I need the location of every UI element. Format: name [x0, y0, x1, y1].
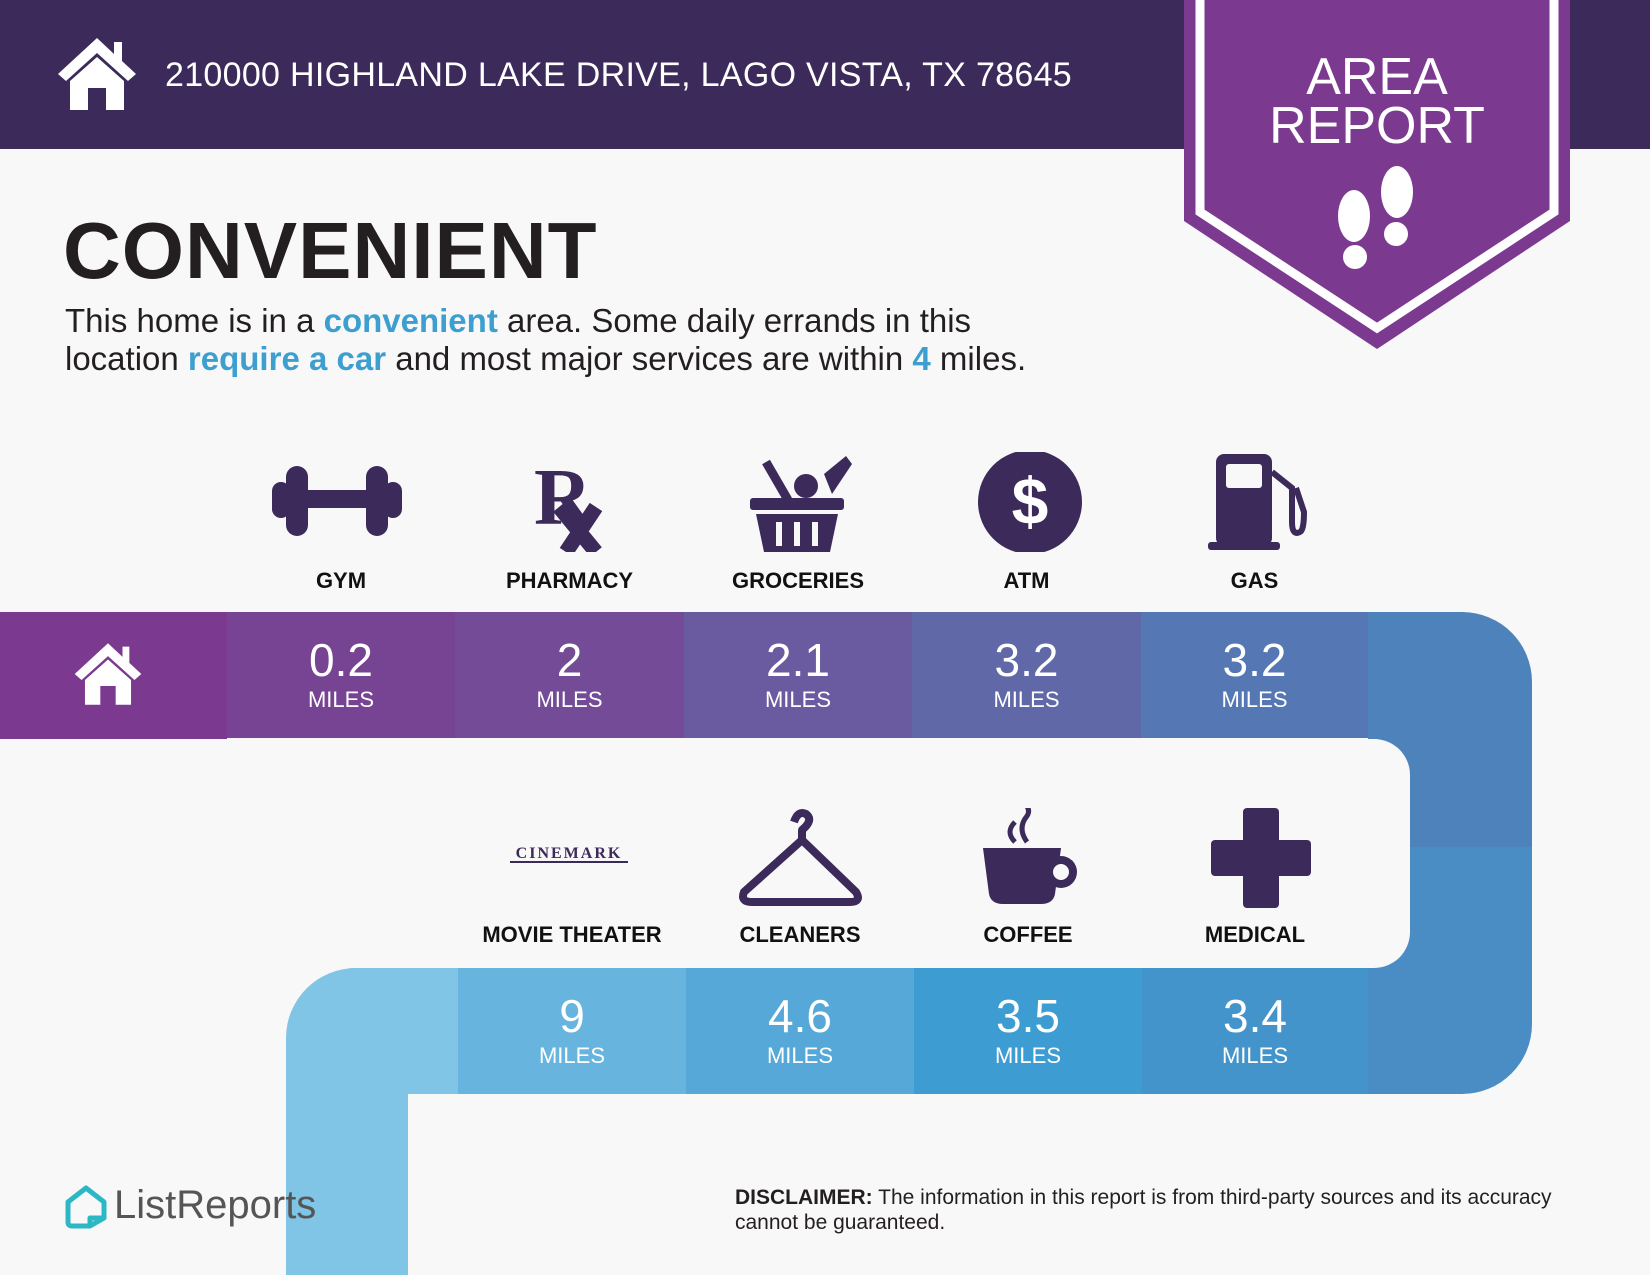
- distance-value: 3.2: [1222, 634, 1287, 686]
- distance-value: 0.2: [309, 634, 373, 686]
- disclaimer-text: The information in this report is from t…: [735, 1186, 1552, 1234]
- house-icon: [58, 38, 136, 110]
- distance-value: 3.5: [996, 990, 1060, 1042]
- cinemark-logo: CINEMARK: [510, 845, 628, 863]
- service-label: GYM: [315, 568, 367, 593]
- desc-highlight: require a car: [187, 340, 387, 377]
- coffee-icon: [983, 808, 1077, 904]
- dollar-icon: $: [978, 452, 1082, 552]
- path-segment: [350, 968, 458, 1094]
- area-report-badge: [1184, 0, 1570, 349]
- service-label: GAS: [1230, 568, 1279, 593]
- page-title: CONVENIENT: [63, 206, 598, 295]
- desc-highlight: convenient: [323, 302, 498, 339]
- distance-unit: MILES: [536, 687, 603, 712]
- service-label: CLEANERS: [739, 922, 861, 947]
- inner-gap: [0, 739, 1410, 968]
- distance-unit: MILES: [764, 687, 832, 712]
- distance-cell: 3.2 MILES: [1141, 612, 1368, 738]
- badge-line-1: AREA: [1306, 48, 1448, 106]
- listreports-logo: ListReports: [114, 1183, 317, 1227]
- distance-value: 9: [559, 990, 585, 1042]
- desc-text: area. Some daily errands in this: [497, 302, 972, 339]
- distance-value: 2.1: [766, 634, 830, 686]
- home-icon: [74, 643, 142, 705]
- distance-cell: 9 MILES: [458, 968, 686, 1094]
- badge-line-2: REPORT: [1269, 97, 1485, 155]
- distance-value: 3.4: [1223, 990, 1287, 1042]
- address: 210000 HIGHLAND LAKE DRIVE, LAGO VISTA, …: [165, 56, 1072, 94]
- medical-cross-icon: [1211, 808, 1311, 908]
- listreports-logo-icon: [65, 1185, 107, 1229]
- gas-pump-icon: [1208, 454, 1308, 550]
- footprints-icon: [1338, 166, 1413, 269]
- service-label: MOVIE THEATER: [482, 922, 662, 947]
- hanger-icon: [739, 809, 862, 906]
- dumbbell-icon: [272, 466, 402, 536]
- desc-text: miles.: [930, 340, 1027, 377]
- service-label: ATM: [1003, 568, 1050, 593]
- distance-cell: 0.2 MILES: [227, 612, 455, 738]
- distance-cell: 2.1 MILES: [684, 612, 912, 738]
- distance-value: 4.6: [768, 990, 832, 1042]
- basket-icon: [750, 456, 852, 552]
- disclaimer: DISCLAIMER: The information in this repo…: [735, 1185, 1595, 1235]
- distance-unit: MILES: [538, 1043, 606, 1068]
- service-label: PHARMACY: [505, 568, 634, 593]
- service-label: MEDICAL: [1204, 922, 1306, 947]
- description: This home is in a convenient area. Some …: [65, 302, 1026, 378]
- distance-unit: MILES: [1221, 1043, 1289, 1068]
- distance-cell: 2 MILES: [455, 612, 684, 738]
- disclaimer-label: DISCLAIMER:: [735, 1186, 873, 1209]
- distance-unit: MILES: [766, 1043, 834, 1068]
- desc-text: This home is in a: [65, 302, 324, 339]
- svg-text:CINEMARK: CINEMARK: [516, 845, 623, 862]
- distance-unit: MILES: [994, 1043, 1062, 1068]
- distance-cell: 3.2 MILES: [912, 612, 1141, 738]
- distance-value: 3.2: [994, 634, 1059, 686]
- service-label: COFFEE: [983, 922, 1073, 947]
- distance-cell: 3.5 MILES: [914, 968, 1142, 1094]
- desc-text: location: [65, 340, 188, 377]
- distance-unit: MILES: [307, 687, 375, 712]
- svg-text:$: $: [1012, 464, 1049, 538]
- service-label: GROCERIES: [731, 568, 865, 593]
- rx-icon: R: [534, 454, 603, 552]
- distance-value: 2: [556, 634, 583, 686]
- distance-cell: 4.6 MILES: [686, 968, 914, 1094]
- desc-text: and most major services are within: [386, 340, 913, 377]
- distance-unit: MILES: [993, 687, 1060, 712]
- desc-highlight: 4: [912, 340, 931, 377]
- distance-unit: MILES: [1221, 687, 1288, 712]
- distance-cell: 3.4 MILES: [1142, 968, 1368, 1094]
- inner-gap: [408, 1094, 1650, 1275]
